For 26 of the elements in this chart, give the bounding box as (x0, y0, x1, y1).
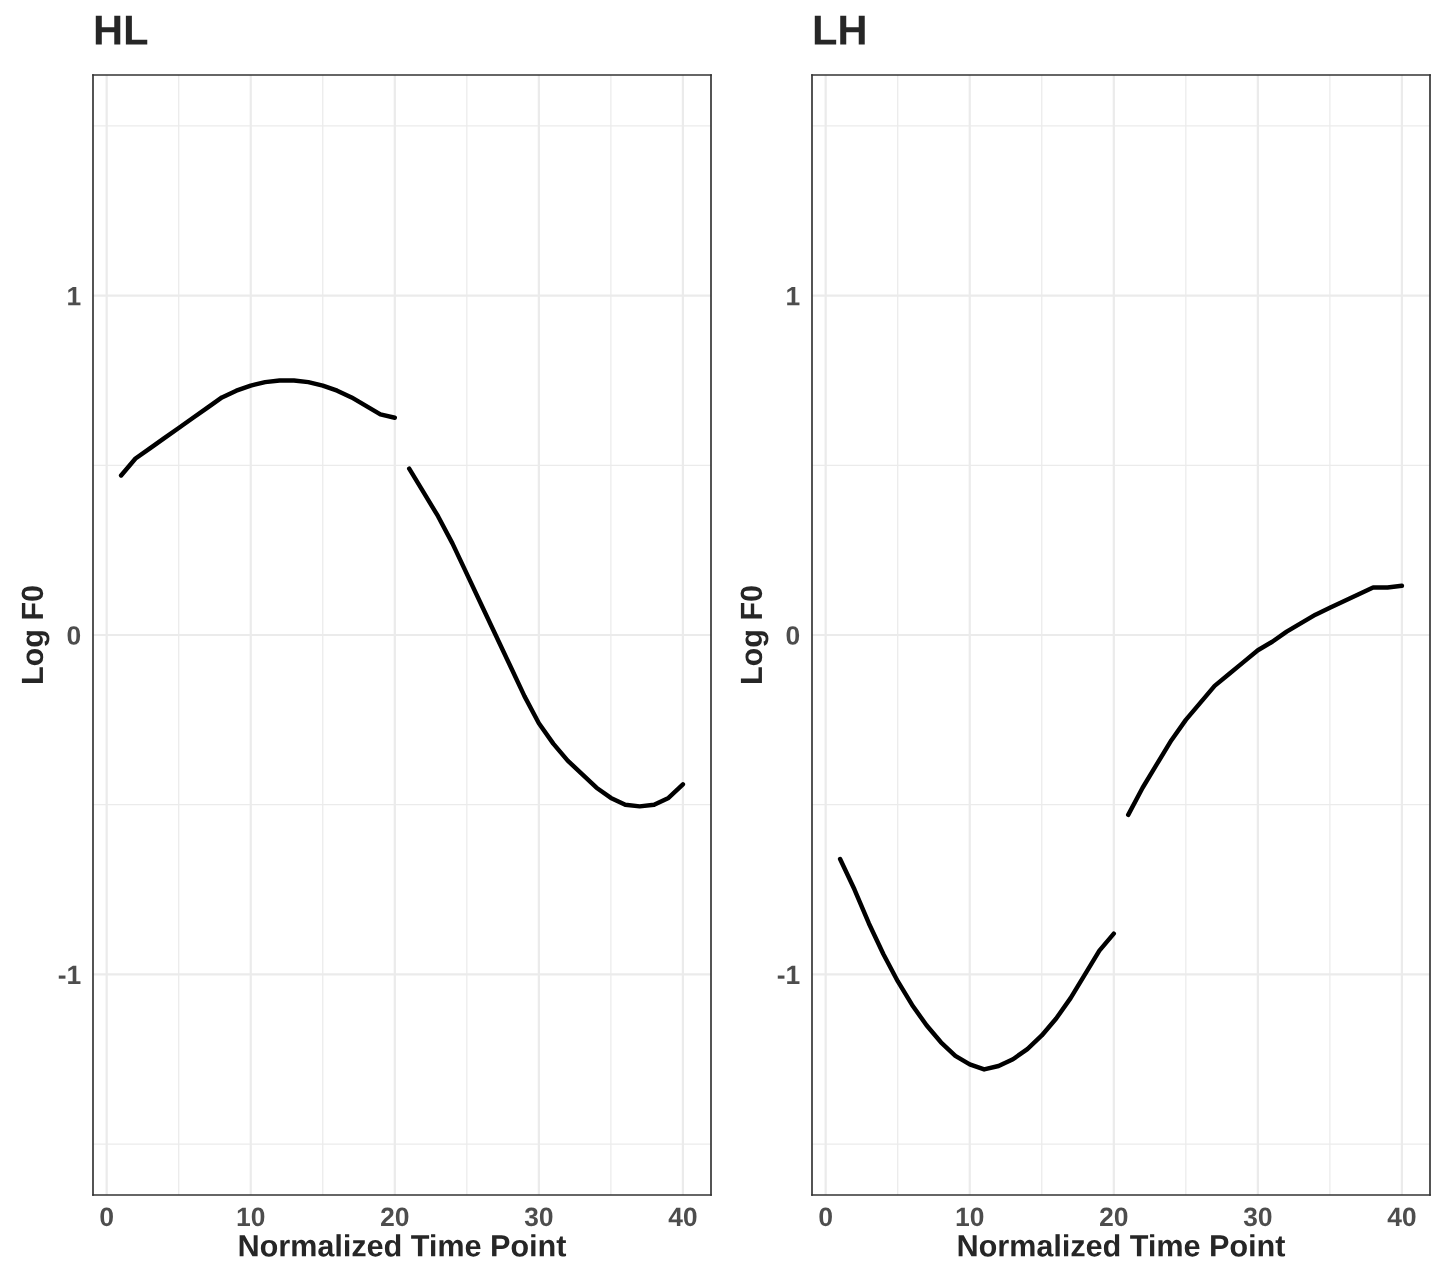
chart-title: HL (95, 15, 148, 45)
y-tick-label: 1 (68, 287, 81, 306)
line-series (406, 466, 686, 809)
x-tick-label: 20 (381, 1207, 409, 1227)
y-tick-label: 0 (67, 626, 81, 645)
x-axis-title: Normalized Time Point (958, 1234, 1286, 1257)
y-tick-label: 1 (787, 287, 800, 306)
x-axis-title: Normalized Time Point (239, 1234, 567, 1257)
x-tick-label: 10 (237, 1207, 265, 1227)
line-series (1125, 583, 1405, 818)
y-tick-label: -1 (777, 965, 800, 984)
line-series (837, 856, 1117, 1072)
x-tick-label: 30 (1243, 1207, 1272, 1227)
line-series (118, 378, 398, 478)
y-axis-title: Log F0 (21, 586, 50, 684)
chart-title: LH (814, 15, 865, 45)
x-tick-label: 40 (668, 1207, 697, 1227)
x-tick-label: 0 (819, 1207, 832, 1227)
x-tick-label: 40 (1387, 1207, 1416, 1227)
x-tick-label: 30 (524, 1207, 553, 1227)
y-axis-title: Log F0 (740, 586, 769, 684)
x-tick-label: 0 (100, 1207, 113, 1227)
x-tick-label: 20 (1100, 1207, 1128, 1227)
x-tick-label: 10 (956, 1207, 984, 1227)
y-tick-label: -1 (58, 965, 81, 984)
y-tick-label: 0 (786, 626, 800, 645)
